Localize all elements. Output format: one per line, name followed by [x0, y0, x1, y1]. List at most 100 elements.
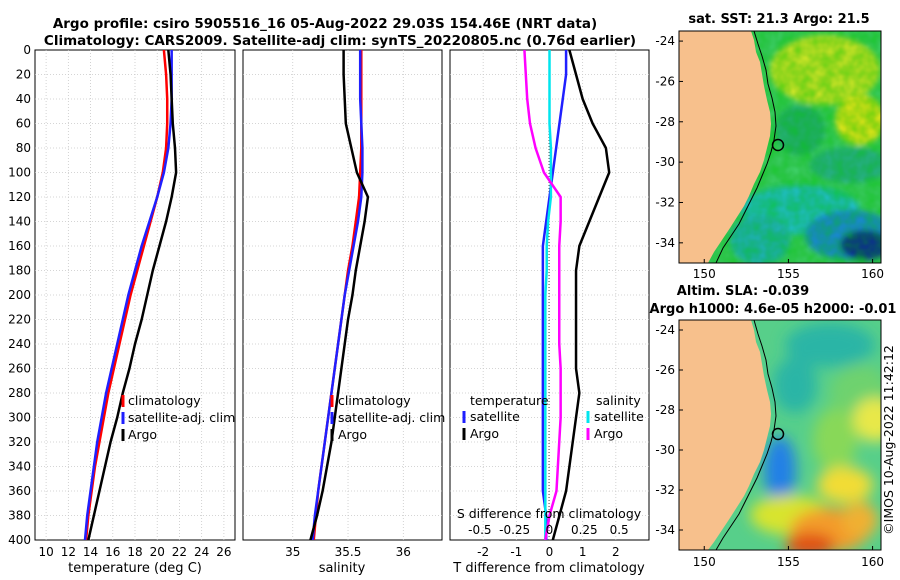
- legend-label-argo: Argo: [128, 427, 157, 442]
- map-x-tick-label: 160: [861, 267, 884, 281]
- legend-label-argo: Argo: [338, 427, 367, 442]
- x-tick-label: 14: [83, 545, 98, 559]
- sst-map-image: [679, 31, 881, 263]
- x-tick-label: -1: [510, 545, 522, 559]
- figure-title-line2: Climatology: CARS2009. Satellite-adj cli…: [44, 33, 636, 49]
- legend-label-satellite: satellite-adj. clim: [128, 410, 235, 425]
- temperature-xlabel: temperature (deg C): [68, 561, 202, 576]
- legend-title-salinity: salinity: [596, 393, 641, 408]
- temperature-tick-labels: 10 12 14 16 18 20 22 24 26: [38, 545, 231, 559]
- y-tick-label: 0: [23, 43, 31, 57]
- y-tick-label: 100: [8, 166, 31, 180]
- salinity-series: [309, 50, 370, 540]
- map-y-tick-label: -34: [655, 523, 675, 537]
- figure-title-line1: Argo profile: csiro 5905516_16 05-Aug-20…: [53, 16, 597, 32]
- x-tick-label: 12: [61, 545, 76, 559]
- sla-map-panel: Altim. SLA: -0.039 Argo h1000: 4.6e-05 h…: [650, 284, 897, 569]
- x-tick-label: 36: [396, 545, 411, 559]
- sst-coast-contour: [715, 31, 777, 263]
- timestamp: ©IMOS 10-Aug-2022 11:42:12: [881, 345, 896, 535]
- salinity-panel: 35 35.5 36 salinity climatology satellite-…: [242, 49, 445, 576]
- legend-label-satellite: satellite-adj. clim: [338, 410, 445, 425]
- series-line-satellite-adj-clim: [311, 50, 364, 540]
- series-line-climatology: [84, 50, 169, 540]
- sla-land: [679, 320, 771, 550]
- x-tick-label: 18: [127, 545, 142, 559]
- series-line-t-satellite: [541, 50, 568, 540]
- temperature-panel: 0 20 40 60 80 100 120 140 160 180 200 220 240 260 280 3…: [8, 43, 236, 576]
- map-y-tick-label: -26: [655, 363, 675, 377]
- sla-map-image: [679, 320, 881, 550]
- series-line-s-satellite: [544, 50, 553, 540]
- x-tick-label: 1: [579, 545, 587, 559]
- y-tick-label: 200: [8, 288, 31, 302]
- sla-map-title-line1: Altim. SLA: -0.039: [677, 284, 809, 299]
- legend-title-temperature: temperature: [470, 393, 549, 408]
- salinity-tick-labels: 35 35.5 36: [285, 545, 411, 559]
- sst-map-panel: sat. SST: 21.3 Argo: 21.5 150 155 160 -24 -2…: [655, 12, 884, 281]
- map-x-tick-label: 155: [777, 555, 800, 569]
- s-diff-tick-label: -0.25: [499, 523, 530, 537]
- map-x-tick-label: 160: [861, 555, 884, 569]
- y-tick-label: 260: [8, 362, 31, 376]
- x-tick-label: 16: [105, 545, 120, 559]
- y-tick-label: 160: [8, 239, 31, 253]
- s-diff-tick-label: 0.5: [610, 523, 629, 537]
- salinity-xlabel: salinity: [319, 561, 366, 576]
- s-diff-tick-label: -0.5: [468, 523, 491, 537]
- map-y-tick-label: -28: [655, 403, 675, 417]
- legend-label-climatology: climatology: [128, 393, 201, 408]
- s-diff-tick-label: 0: [546, 523, 554, 537]
- x-tick-label: -2: [477, 545, 489, 559]
- map-x-tick-label: 150: [693, 555, 716, 569]
- y-tick-label: 360: [8, 484, 31, 498]
- x-tick-label: 22: [172, 545, 187, 559]
- map-y-tick-label: -24: [655, 323, 675, 337]
- sst-map-frame: [678, 30, 882, 264]
- y-tick-label: 380: [8, 509, 31, 523]
- y-tick-label: 280: [8, 386, 31, 400]
- series-line-argo: [309, 50, 370, 540]
- legend-label-t-argo: Argo: [470, 426, 499, 441]
- s-difference-tick-labels: -0.5 -0.25 0 0.25 0.5: [468, 523, 629, 537]
- temperature-legend: climatology satellite-adj. clim Argo: [121, 393, 235, 442]
- y-tick-label: 180: [8, 264, 31, 278]
- y-tick-label: 320: [8, 435, 31, 449]
- sst-map-title: sat. SST: 21.3 Argo: 21.5: [688, 12, 869, 27]
- y-tick-label: 120: [8, 190, 31, 204]
- x-tick-label: 20: [150, 545, 165, 559]
- legend-label-t-satellite: satellite: [470, 409, 520, 424]
- s-diff-tick-label: 0.25: [571, 523, 598, 537]
- map-y-tick-label: -28: [655, 115, 675, 129]
- series-line-s-argo: [523, 50, 562, 540]
- difference-series: [523, 50, 611, 540]
- map-y-tick-label: -32: [655, 195, 675, 209]
- map-y-tick-label: -34: [655, 236, 675, 250]
- sst-map-ticks: 150 155 160 -24 -26 -28 -30 -32 -34: [655, 34, 884, 281]
- temperature-series: [83, 50, 178, 540]
- s-difference-axis-label: S difference from climatology: [457, 506, 642, 521]
- legend-label-climatology: climatology: [338, 393, 411, 408]
- map-y-tick-label: -26: [655, 74, 675, 88]
- difference-xlabel: T difference from climatology: [452, 561, 645, 576]
- y-tick-label: 240: [8, 337, 31, 351]
- sst-land: [679, 31, 771, 263]
- map-y-tick-label: -32: [655, 483, 675, 497]
- sst-argo-marker: [771, 138, 785, 152]
- sla-map-ticks: 150 155 160 -24 -26 -28 -30 -32 -34: [655, 323, 884, 569]
- legend-label-s-satellite: satellite: [594, 409, 644, 424]
- y-tick-label: 40: [16, 92, 31, 106]
- x-tick-label: 2: [612, 545, 620, 559]
- y-tick-label: 20: [16, 68, 31, 82]
- series-line-argo: [87, 50, 178, 540]
- x-tick-label: 35: [285, 545, 300, 559]
- series-line-satellite-adj-clim: [83, 50, 173, 540]
- y-tick-label: 400: [8, 533, 31, 547]
- x-tick-label: 10: [38, 545, 53, 559]
- x-tick-label: 0: [546, 545, 554, 559]
- difference-panel: -2 -1 0 1 2 T difference from climatology S …: [449, 49, 650, 576]
- map-x-tick-label: 150: [693, 267, 716, 281]
- map-y-tick-label: -30: [655, 155, 675, 169]
- y-tick-label: 80: [16, 141, 31, 155]
